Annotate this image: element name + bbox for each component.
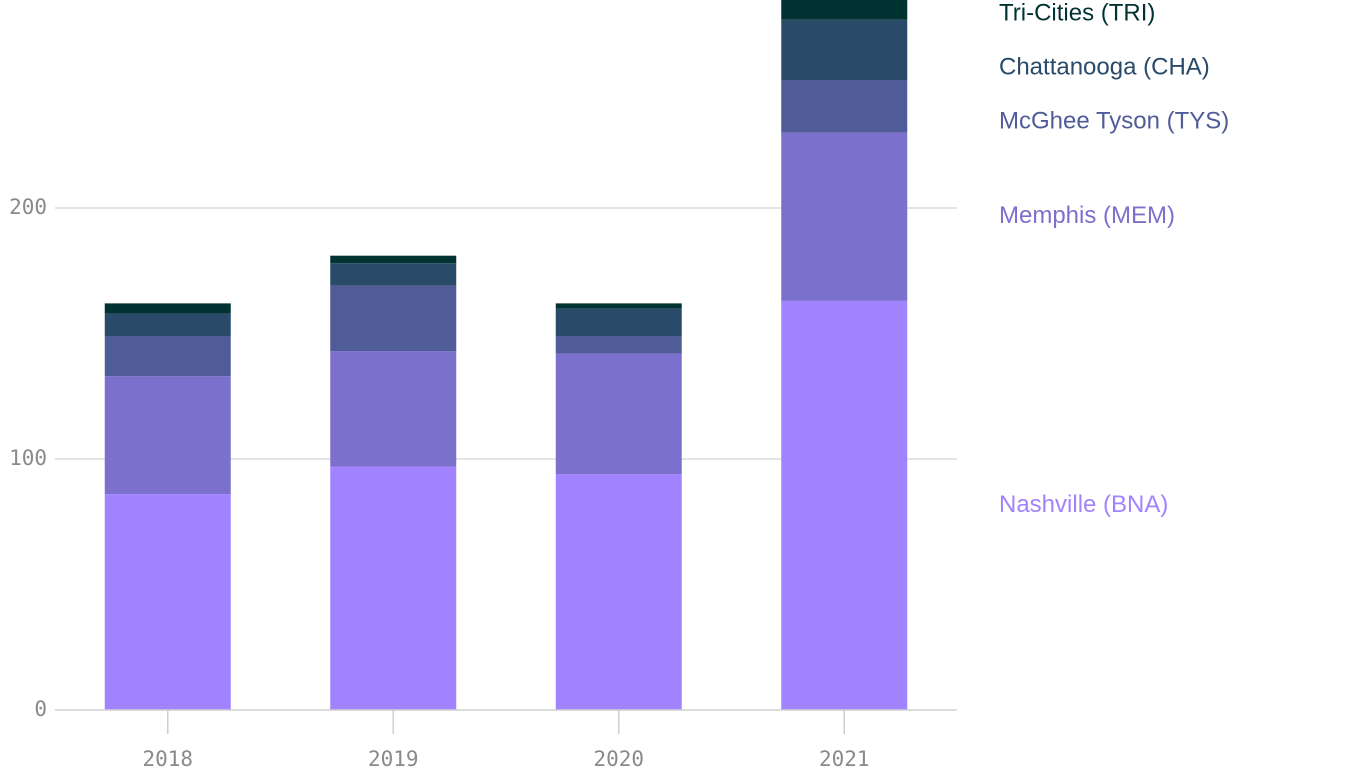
bar-segment-2018-4 [104, 303, 231, 314]
bar-segment-2021-2 [781, 79, 908, 133]
bar-segment-2021-0 [781, 300, 908, 710]
bar-segment-2021-3 [781, 19, 908, 80]
bar-segment-2019-0 [330, 466, 457, 710]
y-tick-label: 0 [34, 697, 47, 721]
x-tick-label: 2019 [368, 747, 419, 768]
bar-segment-2021-4 [781, 0, 908, 20]
bar-segment-2019-4 [330, 255, 457, 264]
y-tick-label: 200 [9, 195, 47, 219]
legend-entry: Chattanooga (CHA) [999, 53, 1210, 80]
bar-segment-2018-1 [104, 376, 231, 495]
bar-segment-2021-1 [781, 132, 908, 301]
bar-segment-2020-1 [555, 353, 682, 475]
legend-entry: Memphis (MEM) [999, 202, 1175, 229]
bar-segment-2019-2 [330, 285, 457, 352]
bar-segment-2018-0 [104, 494, 231, 710]
bar-segment-2020-0 [555, 474, 682, 710]
bar-segment-2020-3 [555, 308, 682, 337]
legend-entry: Nashville (BNA) [999, 491, 1168, 518]
legend-entry: McGhee Tyson (TYS) [999, 107, 1229, 134]
bar-segment-2018-2 [104, 336, 231, 377]
bars [104, 0, 908, 710]
legend-entry: Tri-Cities (TRI) [999, 0, 1155, 26]
x-axis-ticks: 2018 2019 2020 2021 [142, 710, 870, 768]
x-tick-label: 2021 [819, 747, 870, 768]
bar-segment-2020-2 [555, 336, 682, 354]
legend: Nashville (BNA) Memphis (MEM) McGhee Tyson… [999, 0, 1229, 518]
x-tick-label: 2020 [593, 747, 644, 768]
y-axis-ticks: 0 100 200 [9, 195, 47, 721]
bar-segment-2020-4 [555, 303, 682, 309]
bar-segment-2018-3 [104, 313, 231, 337]
bar-segment-2019-1 [330, 351, 457, 467]
x-tick-label: 2018 [142, 747, 193, 768]
bar-segment-2019-3 [330, 263, 457, 286]
y-tick-label: 100 [9, 446, 47, 470]
